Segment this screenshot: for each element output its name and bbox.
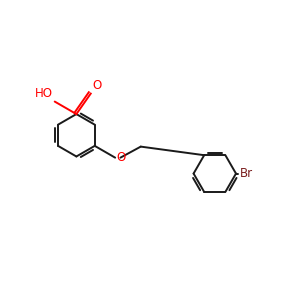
Text: Br: Br — [240, 167, 253, 180]
Text: O: O — [116, 151, 125, 164]
Text: O: O — [93, 79, 102, 92]
Text: HO: HO — [35, 87, 53, 100]
